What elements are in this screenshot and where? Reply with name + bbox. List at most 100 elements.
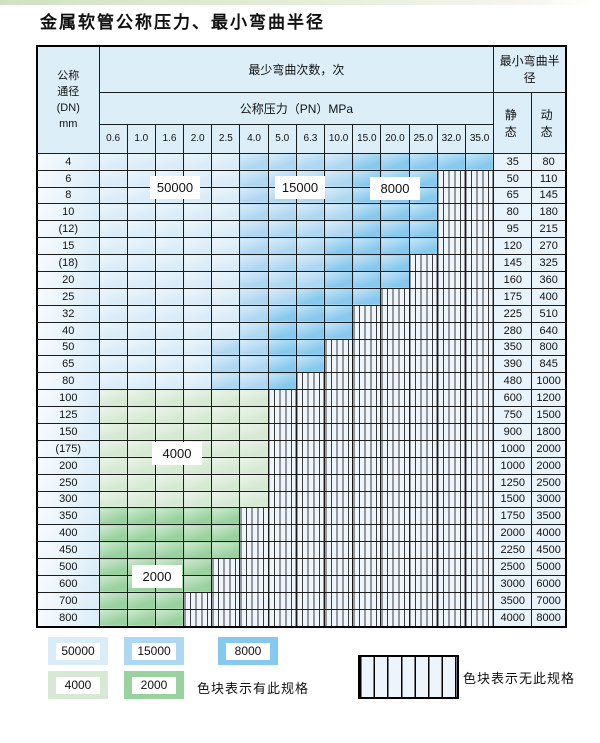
dn-cell: 200 <box>36 456 100 475</box>
no-spec-cell <box>408 338 438 357</box>
no-spec-cell <box>380 541 410 560</box>
spec-cell <box>239 270 269 289</box>
static-radius-value: 50 <box>493 169 533 188</box>
region-label-8000: 8000 <box>370 177 420 200</box>
no-spec-cell <box>408 321 438 340</box>
spec-cell <box>380 220 410 239</box>
header-row-2: 公称压力（PN）MPa 静 态 动 态 <box>37 91 567 154</box>
no-spec-cell <box>295 507 326 526</box>
spec-cell <box>324 270 354 289</box>
no-spec-cell <box>464 406 495 424</box>
no-spec-cell <box>436 490 466 509</box>
spec-cell <box>98 541 128 560</box>
spec-cell <box>98 338 128 357</box>
no-spec-cell <box>464 439 495 458</box>
spec-cell <box>295 152 326 171</box>
spec-cell <box>408 152 438 171</box>
spec-cell <box>126 541 156 560</box>
table-row: 32 225 510 <box>36 304 567 323</box>
no-spec-cell <box>295 456 326 475</box>
dn-cell: 25 <box>36 287 100 306</box>
pressure-col-header: 15.0 <box>352 124 382 154</box>
legend-swatch-label: 4000 <box>56 676 100 694</box>
static-radius-value: 280 <box>493 321 533 340</box>
dynamic-radius-value: 640 <box>531 321 567 340</box>
no-spec-cell <box>408 372 438 391</box>
dn-header-line: (DN) <box>56 101 80 114</box>
no-spec-cell <box>211 591 241 610</box>
no-spec-cell <box>436 355 466 374</box>
no-spec-cell <box>436 608 466 628</box>
spec-cell <box>183 389 213 408</box>
spec-cell <box>183 473 213 492</box>
spec-cell <box>239 389 269 408</box>
static-radius-value: 3000 <box>493 574 533 593</box>
spec-cell <box>267 338 297 357</box>
spec-cell <box>267 152 297 171</box>
spec-cell <box>126 338 156 357</box>
no-spec-cell <box>408 558 438 576</box>
dynamic-radius-value: 110 <box>531 169 567 188</box>
spec-cell <box>352 270 382 289</box>
spec-cell <box>436 152 466 171</box>
spec-cell <box>154 237 185 256</box>
spec-cell <box>211 490 241 509</box>
spec-cell <box>154 406 185 424</box>
spec-cell <box>239 338 269 357</box>
spec-cell <box>324 237 354 256</box>
no-spec-cell <box>267 574 297 593</box>
no-spec-cell <box>464 169 495 188</box>
no-spec-cell <box>295 591 326 610</box>
static-radius-value: 900 <box>493 422 533 441</box>
spec-cell <box>408 203 438 222</box>
dynamic-radius-value: 2000 <box>531 456 567 475</box>
spec-cell <box>211 203 241 222</box>
dn-cell: 350 <box>36 507 100 526</box>
no-spec-cell <box>267 490 297 509</box>
dynamic-radius-value: 4500 <box>531 541 567 560</box>
dynamic-radius-value: 270 <box>531 237 567 256</box>
spec-cell <box>126 608 156 628</box>
spec-cell <box>126 389 156 408</box>
dynamic-radius-value: 1200 <box>531 389 567 408</box>
dn-cell: 800 <box>36 608 100 628</box>
static-radius-value: 65 <box>493 186 533 205</box>
dn-cell: 400 <box>36 524 100 543</box>
no-spec-cell <box>324 541 354 560</box>
region-label-15000: 15000 <box>275 176 325 199</box>
no-spec-cell <box>239 541 269 560</box>
legend-swatch-15000: 15000 <box>124 637 184 665</box>
radius-header: 最小弯曲半径 <box>493 45 567 93</box>
spec-cell <box>211 507 241 526</box>
pressure-col-header: 0.6 <box>98 124 128 154</box>
no-spec-cell <box>267 473 297 492</box>
table-row: 300 1500 3000 <box>36 490 567 509</box>
no-spec-cell <box>408 524 438 543</box>
spec-cell <box>126 473 156 492</box>
spec-cell <box>154 372 185 391</box>
spec-cell <box>464 152 495 171</box>
no-spec-cell <box>324 507 354 526</box>
spec-table: 公称 通径 (DN) mm 最少弯曲次数，次 最小弯曲半径 公称压力（PN）MPa 静… <box>36 45 567 628</box>
static-radius-value: 80 <box>493 203 533 222</box>
static-radius-value: 2250 <box>493 541 533 560</box>
no-spec-cell <box>408 574 438 593</box>
spec-cell <box>126 203 156 222</box>
legend-swatch-label: 15000 <box>132 642 176 660</box>
spec-cell <box>211 456 241 475</box>
spec-cell <box>380 203 410 222</box>
no-spec-cell <box>464 473 495 492</box>
spec-cell <box>352 287 382 306</box>
no-spec-cell <box>295 389 326 408</box>
pressure-col-header: 10.0 <box>324 124 354 154</box>
dynamic-radius-value: 1000 <box>531 372 567 391</box>
spec-cell <box>126 152 156 171</box>
no-spec-cell <box>380 338 410 357</box>
spec-cell <box>98 524 128 543</box>
spec-cell <box>183 220 213 239</box>
no-spec-cell <box>436 439 466 458</box>
no-spec-cell <box>436 287 466 306</box>
spec-cell <box>211 270 241 289</box>
spec-cell <box>154 152 185 171</box>
spec-cell <box>154 338 185 357</box>
